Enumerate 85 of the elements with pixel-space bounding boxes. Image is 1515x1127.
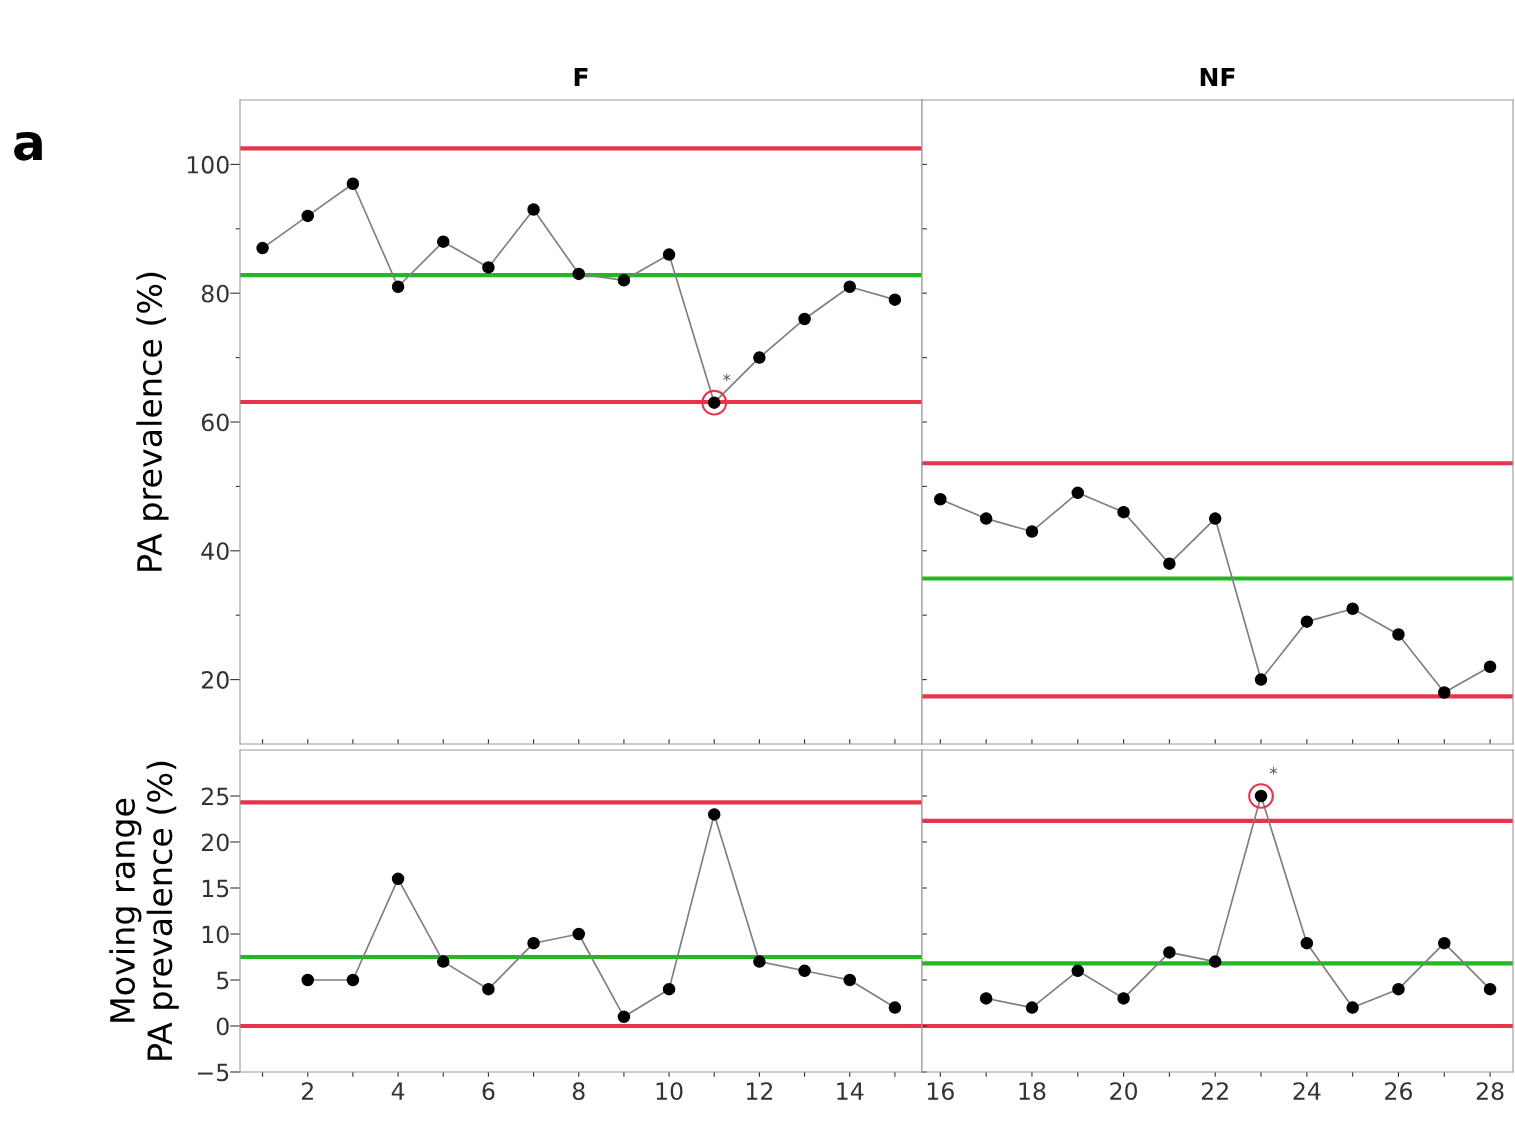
point [1117,992,1130,1005]
point [843,973,856,987]
y-axis-title: PA prevalence (%) [136,272,169,571]
point [1438,936,1451,950]
point [1117,505,1130,519]
point [662,982,676,996]
point [1346,602,1359,616]
point [527,203,540,216]
point [1438,686,1451,699]
point [391,280,405,294]
x-tick-label: 10 [656,1082,683,1100]
point [1071,486,1085,500]
x-tick-label: 16 [927,1082,954,1100]
point [979,992,993,1005]
point [1025,1001,1039,1014]
text: a [14,132,42,161]
point [617,274,631,287]
point [798,964,811,978]
point [707,808,721,821]
x-tick-label: 12 [746,1082,773,1100]
point [888,293,902,306]
point [662,248,676,261]
point [1163,946,1176,959]
point [1392,628,1405,641]
point [301,973,314,987]
y-tick-label: 100 [187,155,229,174]
y-tick-label: 20 [201,833,229,852]
point [1208,955,1222,968]
point [1300,615,1314,628]
point [617,1010,631,1024]
y-tick-label: 20 [201,671,229,689]
y-tick-label: 40 [201,542,229,561]
point [843,280,856,294]
point [1300,936,1314,950]
point [979,512,993,525]
y-tick-label: 0 [216,1017,229,1036]
point [256,241,269,255]
x-tick-label: 26 [1385,1082,1412,1100]
y-axis-title: Moving range PA prevalence (%) [109,761,179,1060]
y-tick-label: 5 [217,971,229,990]
x-tick-label: 28 [1476,1082,1504,1100]
point [391,872,405,886]
point [798,312,811,326]
x-tick-label: 22 [1201,1082,1228,1100]
point [436,235,450,248]
point [934,493,947,506]
y-tick-label: 80 [201,284,229,303]
point [572,927,585,941]
x-tick-label: 6 [482,1082,495,1100]
y-tick-label: 25 [201,787,229,806]
point [301,209,314,223]
point [888,1001,902,1014]
y-tick-label: −5 [197,1063,229,1082]
point [1483,982,1497,996]
annotation: * [1269,766,1278,775]
y-tick-label: 15 [202,879,229,898]
point [1163,557,1176,570]
point [527,936,540,950]
x-tick-label: 8 [572,1082,585,1100]
point [482,982,495,996]
point [346,177,360,190]
point [1025,525,1039,538]
point [1483,660,1497,673]
x-tick-label: 20 [1110,1082,1138,1100]
point [753,955,766,968]
annotation: * [723,373,731,382]
x-tick-label: 2 [301,1082,313,1100]
point [1346,1001,1359,1014]
x-tick-label: 14 [837,1082,864,1100]
point [1254,673,1268,686]
point [572,267,585,281]
point [753,351,766,364]
x-tick-label: 24 [1293,1082,1321,1100]
point [1392,982,1405,996]
point [436,955,450,968]
chart-title: F [574,67,588,87]
chart-title: NF [1200,67,1235,87]
point [1208,512,1222,525]
y-tick-label: 10 [202,925,229,944]
point [1071,964,1085,978]
point [482,261,495,274]
x-tick-label: 4 [391,1082,405,1100]
x-tick-label: 18 [1019,1082,1046,1100]
y-tick-label: 60 [201,413,229,432]
point [346,973,360,987]
